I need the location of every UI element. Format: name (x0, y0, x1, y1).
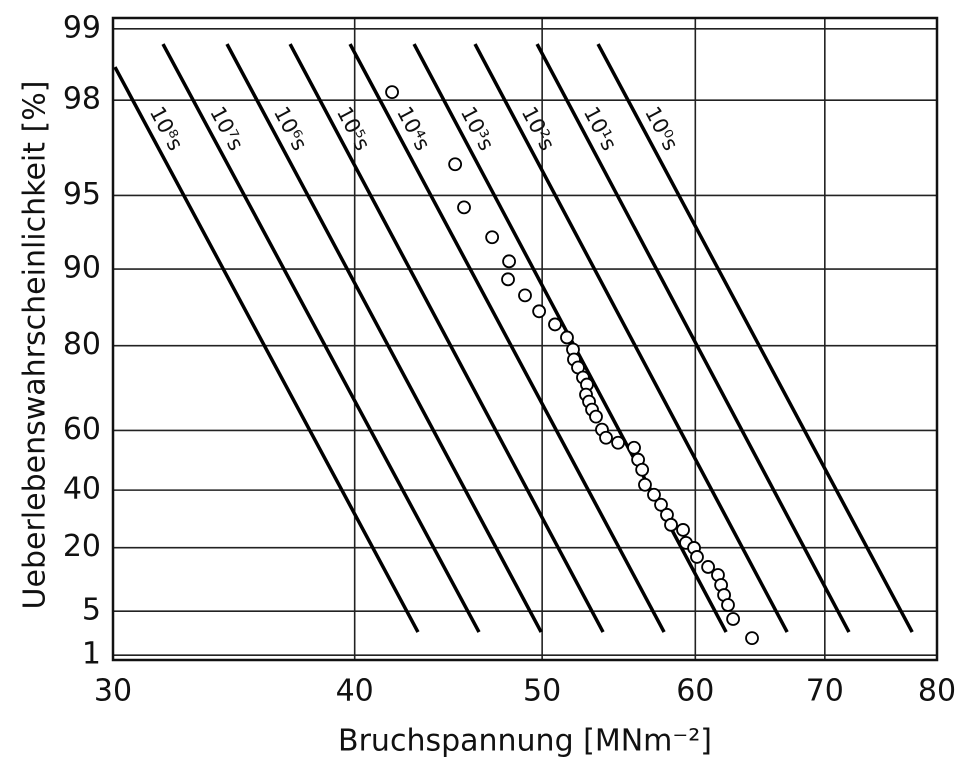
line (535, 43, 851, 633)
series-label: 10²s (517, 103, 560, 155)
y-tick-label: 95 (63, 177, 101, 212)
line (348, 43, 666, 633)
x-tick-label: 60 (676, 674, 714, 709)
line (473, 43, 789, 633)
data-point (635, 462, 650, 477)
data-point (560, 330, 574, 345)
x-tick-label: 40 (336, 674, 374, 709)
x-tick-label: 30 (94, 674, 132, 709)
y-tick-label: 5 (82, 593, 101, 628)
y-tick-label: 40 (63, 472, 101, 507)
y-tick-label: 99 (63, 10, 101, 45)
series-label: 10⁰s (640, 103, 683, 155)
data-point (448, 157, 463, 172)
x-tick-label: 50 (523, 674, 561, 709)
series-label: 10⁸s (145, 103, 188, 155)
data-point (485, 230, 500, 245)
y-tick-label: 1 (82, 637, 101, 672)
data-point (627, 440, 641, 455)
x-axis-label: Bruchspannung [MNm⁻²] (338, 724, 712, 759)
series-label: 10³s (456, 103, 499, 155)
data-point (532, 304, 547, 319)
data-point (501, 272, 515, 287)
data-point (457, 200, 471, 215)
data-point (690, 550, 704, 564)
data-point (664, 517, 678, 532)
data-point (385, 85, 399, 100)
data-point (599, 430, 613, 445)
data-point (548, 317, 562, 332)
series-label: 10⁷s (205, 103, 248, 155)
data-point (647, 487, 661, 502)
plot-frame (111, 16, 939, 662)
data-point (611, 435, 625, 450)
data-point (654, 497, 668, 512)
y-axis-label: Ueberlebenswahrscheinlichkeit [%] (18, 81, 53, 610)
series-label: 10⁵s (332, 103, 375, 155)
series-label: 10¹s (579, 103, 622, 155)
data-point (701, 560, 716, 574)
line (225, 43, 543, 633)
data-point (726, 612, 740, 626)
series-label: 10⁶s (269, 103, 312, 155)
data-point (676, 523, 690, 537)
y-tick-label: 60 (63, 412, 101, 447)
x-tick-label: 80 (918, 674, 956, 709)
data-point (638, 477, 652, 492)
data-point (589, 409, 603, 424)
data-point (518, 288, 532, 303)
y-tick-label: 20 (63, 529, 101, 564)
data-point (502, 254, 516, 269)
data-point (721, 598, 735, 612)
y-tick-label: 80 (63, 327, 101, 362)
y-tick-label: 98 (63, 82, 101, 117)
y-tick-label: 90 (63, 251, 101, 286)
line (161, 43, 481, 633)
x-tick-label: 70 (806, 674, 844, 709)
data-point (745, 631, 759, 645)
line (113, 66, 420, 633)
line (288, 43, 605, 633)
line (596, 43, 914, 633)
series-label: 10⁴s (392, 103, 435, 155)
